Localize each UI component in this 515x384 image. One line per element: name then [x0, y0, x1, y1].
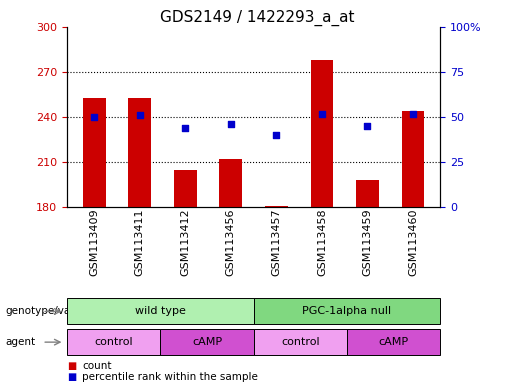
Bar — [174, 170, 197, 207]
Text: cAMP: cAMP — [192, 337, 222, 347]
Text: agent: agent — [5, 337, 35, 347]
Text: percentile rank within the sample: percentile rank within the sample — [82, 372, 259, 382]
Text: control: control — [281, 337, 320, 347]
Point — [135, 112, 144, 118]
Text: genotype/variation: genotype/variation — [5, 306, 104, 316]
Point — [90, 114, 98, 120]
Text: PGC-1alpha null: PGC-1alpha null — [302, 306, 391, 316]
Text: cAMP: cAMP — [379, 337, 409, 347]
Bar — [219, 159, 242, 207]
Text: wild type: wild type — [135, 306, 186, 316]
Point — [227, 121, 235, 127]
Point — [272, 132, 281, 138]
Bar — [402, 111, 424, 207]
Bar — [128, 98, 151, 207]
Bar — [265, 206, 288, 207]
Point — [181, 125, 190, 131]
Text: GDS2149 / 1422293_a_at: GDS2149 / 1422293_a_at — [160, 10, 355, 26]
Point — [364, 123, 372, 129]
Point — [318, 111, 326, 117]
Text: control: control — [94, 337, 133, 347]
Bar — [311, 60, 333, 207]
Point — [409, 111, 417, 117]
Bar — [83, 98, 106, 207]
Bar — [356, 180, 379, 207]
Text: ■: ■ — [67, 372, 76, 382]
Text: count: count — [82, 361, 112, 371]
Text: ■: ■ — [67, 361, 76, 371]
